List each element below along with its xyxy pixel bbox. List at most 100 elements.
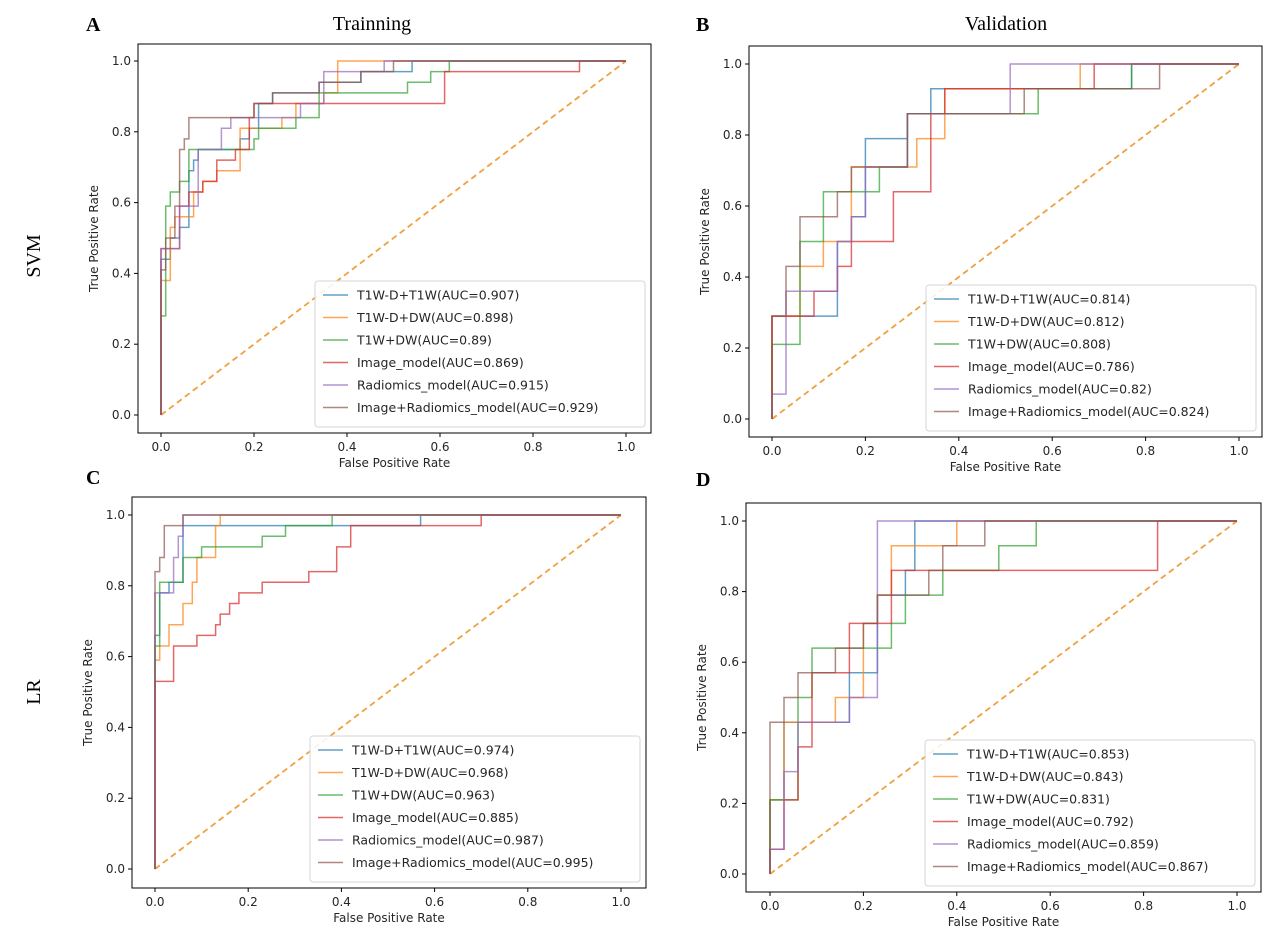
roc-curve-2	[160, 60, 626, 415]
y-tick-label: 0.4	[720, 726, 739, 740]
legend-box	[314, 280, 646, 428]
x-axis-label: False Positive Rate	[950, 460, 1062, 474]
legend-entry: T1W-D+T1W(AUC=0.907)	[356, 288, 519, 303]
x-tick-label: 0.0	[760, 899, 779, 913]
roc-curve-3	[771, 63, 1239, 419]
y-tick-label: 0.0	[106, 862, 125, 876]
x-tick-label: 1.0	[1229, 444, 1248, 458]
legend-entry: T1W+DW(AUC=0.963)	[351, 788, 495, 803]
roc-curve-4	[769, 520, 1237, 874]
x-axis-label: False Positive Rate	[333, 911, 445, 925]
chance-diagonal-line	[154, 514, 622, 870]
y-tick-label: 0.6	[112, 196, 131, 210]
roc-curve-5	[771, 63, 1239, 419]
x-tick-label: 0.6	[430, 440, 449, 454]
y-axis-label: True Positive Rate	[695, 644, 709, 752]
x-tick-label: 0.4	[332, 895, 351, 909]
roc-curve-3	[154, 514, 621, 869]
x-tick-label: 0.2	[239, 895, 258, 909]
y-tick-label: 0.2	[106, 791, 125, 805]
legend-box	[309, 735, 641, 883]
roc-curve-4	[160, 60, 626, 415]
legend-entry: Image+Radiomics_model(AUC=0.824)	[968, 404, 1209, 419]
y-tick-label: 0.6	[723, 199, 742, 213]
axes-frame	[748, 45, 1263, 438]
y-axis-label: True Positive Rate	[87, 185, 101, 293]
x-tick-label: 0.4	[947, 899, 966, 913]
legend-entry: T1W-D+T1W(AUC=0.974)	[351, 743, 514, 758]
y-tick-label: 1.0	[112, 54, 131, 68]
roc-panel-c: 0.0 0.2 0.4 0.6 0.8 1.0 0.0 0.2 0.4 0.6 0.8 1.0 Fals…	[81, 496, 647, 925]
x-tick-label: 0.2	[854, 899, 873, 913]
y-tick-label: 1.0	[720, 514, 739, 528]
y-tick-label: 0.8	[723, 128, 742, 142]
legend-entry: T1W-D+DW(AUC=0.843)	[966, 769, 1123, 784]
x-tick-label: 0.8	[523, 440, 542, 454]
chance-diagonal-line	[769, 520, 1238, 875]
legend-entry: T1W-D+T1W(AUC=0.814)	[967, 292, 1130, 307]
y-tick-label: 0.2	[723, 341, 742, 355]
y-tick-label: 0.0	[720, 867, 739, 881]
y-tick-label: 0.0	[112, 408, 131, 422]
roc-panel-a: 0.0 0.2 0.4 0.6 0.8 1.0 0.0 0.2 0.4 0.6 0.8 1.0 Fals…	[87, 43, 652, 470]
legend-entry: T1W+DW(AUC=0.831)	[966, 792, 1110, 807]
x-tick-label: 0.6	[1043, 444, 1062, 458]
legend-entry: Image_model(AUC=0.786)	[968, 359, 1135, 374]
y-tick-label: 0.8	[112, 125, 131, 139]
column-title-validation: Validation	[965, 13, 1047, 35]
legend-entry: T1W-D+T1W(AUC=0.853)	[966, 747, 1129, 762]
panel-letter-c: C	[86, 467, 100, 489]
chance-diagonal-line	[771, 63, 1240, 420]
roc-curve-2	[154, 514, 621, 869]
x-tick-label: 0.4	[337, 440, 356, 454]
legend-entry: Radiomics_model(AUC=0.859)	[967, 837, 1159, 852]
legend-entry: Radiomics_model(AUC=0.82)	[968, 382, 1152, 397]
legend-entry: Image+Radiomics_model(AUC=0.867)	[967, 859, 1208, 874]
y-axis-label: True Positive Rate	[81, 639, 95, 747]
x-tick-label: 0.0	[145, 895, 164, 909]
x-axis-label: False Positive Rate	[339, 456, 451, 470]
legend-entry: Image_model(AUC=0.869)	[357, 355, 524, 370]
y-tick-label: 0.6	[720, 655, 739, 669]
x-axis-label: False Positive Rate	[948, 915, 1060, 929]
roc-curve-5	[769, 520, 1237, 874]
x-tick-label: 0.4	[949, 444, 968, 458]
legend-entry: Image+Radiomics_model(AUC=0.929)	[357, 400, 598, 415]
legend-entry: T1W-D+DW(AUC=0.812)	[967, 314, 1124, 329]
panel-letter-a: A	[86, 14, 101, 36]
row-title-svm: SVM	[23, 234, 45, 278]
x-tick-label: 0.8	[518, 895, 537, 909]
axes-frame	[137, 43, 652, 434]
x-tick-label: 0.2	[244, 440, 263, 454]
legend-entry: Image+Radiomics_model(AUC=0.995)	[352, 855, 593, 870]
row-title-lr: LR	[23, 679, 45, 705]
y-tick-label: 0.4	[112, 266, 131, 280]
roc-panel-b: 0.0 0.2 0.4 0.6 0.8 1.0 0.0 0.2 0.4 0.6 0.8 1.0 Fals…	[698, 45, 1263, 474]
axes-frame	[745, 502, 1262, 893]
x-tick-label: 1.0	[611, 895, 630, 909]
legend-entry: Image_model(AUC=0.885)	[352, 810, 519, 825]
x-tick-label: 0.8	[1136, 444, 1155, 458]
x-tick-label: 1.0	[616, 440, 635, 454]
panel-letter-b: B	[696, 14, 709, 36]
y-tick-label: 0.2	[720, 796, 739, 810]
x-tick-label: 0.2	[856, 444, 875, 458]
panel-letter-d: D	[696, 469, 710, 491]
legend: T1W-D+T1W(AUC=0.853) T1W-D+DW(AUC=0.843) T…	[924, 739, 1256, 887]
legend-entry: T1W+DW(AUC=0.89)	[356, 333, 492, 348]
legend-entry: Radiomics_model(AUC=0.987)	[352, 833, 544, 848]
y-tick-label: 0.6	[106, 650, 125, 664]
x-tick-label: 0.6	[1041, 899, 1060, 913]
x-tick-label: 0.6	[425, 895, 444, 909]
y-axis-label: True Positive Rate	[698, 188, 712, 296]
legend: T1W-D+T1W(AUC=0.974) T1W-D+DW(AUC=0.968) T…	[309, 735, 641, 883]
x-tick-label: 0.0	[151, 440, 170, 454]
y-tick-label: 0.8	[720, 585, 739, 599]
y-tick-label: 0.4	[106, 720, 125, 734]
legend: T1W-D+T1W(AUC=0.907) T1W-D+DW(AUC=0.898) T…	[314, 280, 646, 428]
roc-curve-5	[154, 514, 621, 869]
roc-curve-1	[154, 514, 621, 869]
x-tick-label: 1.0	[1227, 899, 1246, 913]
x-tick-label: 0.8	[1134, 899, 1153, 913]
